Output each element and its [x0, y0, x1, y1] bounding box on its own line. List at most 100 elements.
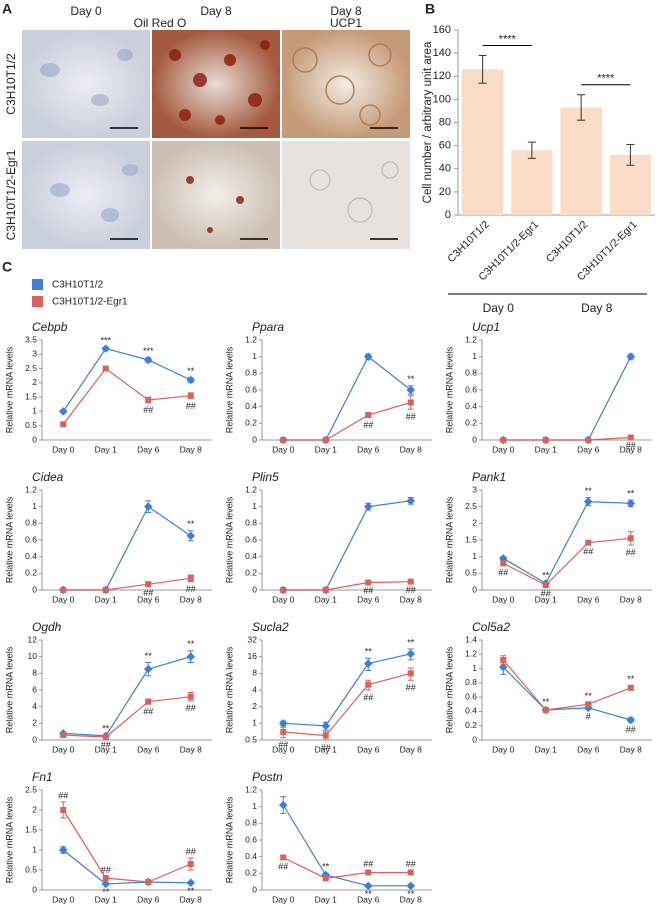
x-tick-label: Day 0: [52, 744, 74, 754]
marker: [365, 412, 372, 418]
y-tick-label: 0: [32, 884, 37, 894]
y-tick-label: 0: [472, 584, 477, 594]
significance-label: ***: [100, 336, 111, 346]
y-tick-label: 0.8: [465, 677, 477, 687]
marker: [279, 800, 288, 810]
y-tick-label: 3: [32, 349, 37, 359]
significance-label: **: [407, 889, 415, 899]
y-tick-label: 1: [32, 501, 37, 511]
significance-label: ##: [363, 420, 373, 430]
y-axis-label: Relative mRNA levels: [224, 796, 234, 883]
y-tick-label: 0: [472, 734, 477, 744]
y-tick-label: 0.2: [245, 868, 257, 878]
marker: [407, 578, 414, 585]
x-tick-label: Day 1: [535, 444, 557, 454]
marker: [406, 496, 415, 506]
y-tick-label: 0.5: [465, 568, 477, 578]
x-tick-label: Day 8: [620, 444, 642, 454]
marker: [187, 392, 194, 399]
series-line: [283, 581, 411, 591]
significance-label: ##: [363, 859, 373, 869]
y-axis-label: Cell number / arbitrary unit area: [422, 41, 434, 203]
y-tick-label: 0.2: [245, 568, 257, 578]
marker: [365, 869, 372, 876]
x-tick-label: Day 0: [492, 744, 514, 754]
x-tick-label: Day 6: [357, 744, 379, 754]
y-tick-label: 2.5: [465, 501, 477, 511]
marker: [322, 437, 329, 443]
marker: [60, 421, 67, 428]
marker: [500, 437, 507, 443]
series-line: [283, 653, 411, 727]
x-tick-label: Day 0: [272, 744, 294, 754]
marker: [364, 502, 373, 511]
significance-label: **: [102, 887, 110, 897]
y-tick-label: 1.2: [245, 484, 257, 494]
series-line: [283, 401, 411, 441]
row-label: C3H10T1/2-Egr1: [4, 149, 18, 240]
x-tick-label: Day 8: [180, 594, 202, 604]
series-line: [62, 367, 191, 425]
y-tick-label: 1.2: [25, 484, 37, 494]
image: [22, 141, 150, 249]
y-tick-label: 2: [472, 518, 477, 528]
marker: [627, 434, 634, 441]
x-tick-label: Day 0: [52, 894, 74, 904]
x-tick-label: Day 1: [95, 594, 117, 604]
y-tick-label: 0.5: [245, 734, 257, 744]
significance-label: **: [542, 571, 550, 581]
stain-label: Oil Red O: [134, 16, 187, 30]
marker: [585, 539, 592, 546]
panel-label: B: [425, 1, 435, 17]
significance-label: **: [187, 366, 195, 376]
y-tick-label: 2.5: [25, 784, 37, 794]
marker: [364, 659, 373, 668]
x-tick-label: Day 6: [137, 894, 159, 904]
series-line: [63, 577, 191, 591]
significance-label: ##: [583, 547, 593, 557]
y-tick-label: 10: [28, 651, 38, 661]
y-axis-label: Relative mRNA levels: [224, 646, 234, 733]
y-tick-label: 1.2: [465, 334, 477, 344]
bar: [461, 69, 504, 215]
y-tick-label: 0: [252, 584, 257, 594]
y-tick-label: 0.6: [245, 534, 257, 544]
y-tick-label: 20: [439, 186, 451, 198]
chart-title: Sucla2: [252, 620, 289, 634]
y-tick-label: 0: [472, 434, 477, 444]
x-tick-label: Day 1: [315, 894, 337, 904]
series-line: [283, 500, 411, 591]
y-tick-label: 3.5: [25, 334, 37, 344]
x-tick-label: Day 0: [492, 594, 514, 604]
image: [282, 141, 410, 249]
y-tick-label: 0.6: [465, 384, 477, 394]
x-tick-label: Day 6: [137, 444, 159, 454]
marker: [187, 861, 194, 867]
significance-label: ##: [626, 547, 636, 557]
y-tick-label: 0.2: [25, 568, 37, 578]
y-tick-label: 1: [472, 551, 477, 561]
significance-label: **: [322, 862, 330, 872]
x-tick-label: Day 0: [492, 444, 514, 454]
y-tick-label: 0.2: [245, 418, 257, 428]
y-tick-label: 1.2: [465, 649, 477, 659]
chart-title: Pank1: [472, 470, 506, 484]
significance-label: **: [542, 697, 550, 707]
marker: [145, 698, 152, 705]
marker: [627, 535, 634, 542]
x-tick-label: Day 1: [535, 744, 557, 754]
significance-label: ***: [143, 346, 154, 356]
marker: [102, 365, 109, 372]
x-tick-label: Day 0: [272, 594, 294, 604]
x-tick-label: Day 1: [95, 894, 117, 904]
marker: [102, 587, 109, 593]
x-tick-label: Day 0: [272, 894, 294, 904]
y-tick-label: 8: [252, 668, 257, 678]
series-line: [502, 537, 631, 586]
y-tick-label: 0.6: [465, 691, 477, 701]
significance-label: ##: [321, 742, 331, 752]
y-tick-label: 0: [32, 734, 37, 744]
y-axis-label: Relative mRNA levels: [4, 496, 14, 583]
significance-label: **: [145, 651, 153, 661]
marker: [627, 684, 634, 691]
